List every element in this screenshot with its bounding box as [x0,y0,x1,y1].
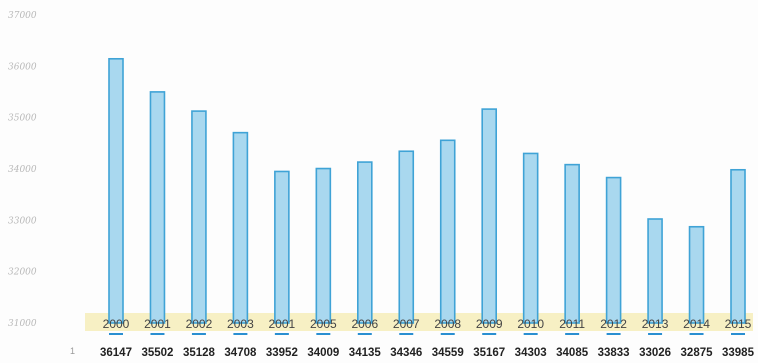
x-tick-label: 2002 [186,317,213,331]
bar [356,161,373,324]
x-tick-label: 2014 [683,317,710,331]
data-label: 33833 [598,347,630,359]
x-tick-label: 2013 [642,317,669,331]
x-tick-label: 2008 [434,317,461,331]
bar [149,91,166,324]
x-tick-label: 2010 [517,317,544,331]
x-tick-label: 2015 [725,317,752,331]
bar [439,139,456,324]
x-tick-label: 2009 [476,317,503,331]
y-axis: 31000 32000 33000 34000 35000 36000 37000 [8,11,37,329]
bar [730,168,746,324]
bar [564,163,580,324]
data-label: 34085 [556,347,589,359]
bars-group [108,57,746,324]
y-tick-label: 31000 [8,319,37,329]
x-tick-label: 2006 [351,317,378,331]
bar [315,167,332,324]
data-label: 35502 [141,347,173,359]
data-label: 34559 [432,347,464,359]
data-label: 34346 [390,347,422,359]
x-tick-label: 2003 [227,317,254,331]
bar [274,170,290,324]
bar [647,218,663,324]
x-tick-label: 2012 [600,317,627,331]
data-label: 33026 [639,347,671,359]
bar [191,110,207,324]
y-tick-label: 33000 [8,216,37,226]
x-tick-label: 2005 [310,317,337,331]
data-label: 34708 [224,347,257,359]
x-tick-label: 2007 [393,317,420,331]
bar [232,131,249,324]
bar [108,57,124,324]
data-label: 35128 [183,347,216,359]
bar [481,108,498,324]
y-tick-label: 37000 [8,11,37,21]
bar [688,225,705,324]
y-tick-label: 35000 [8,114,37,124]
bar [398,150,415,324]
data-label: 36147 [100,347,132,359]
x-tick-label: 2011 [559,317,585,331]
x-axis-labels: 2000 2001 2002 2003 2001 2005 2006 2007 2008 2009… [103,317,752,335]
y-tick-label: 32000 [8,268,37,278]
data-label: 34009 [307,347,339,359]
x-tick-label: 2001 [269,317,296,331]
data-label: 34303 [515,347,547,359]
category-band [85,313,753,331]
bottom-left-mark: 1 [70,346,75,356]
data-label: 33985 [722,347,755,359]
data-label: 34135 [349,347,382,359]
bar [522,152,539,324]
bar [605,176,622,324]
data-label: 32875 [681,347,714,359]
value-labels: 36147 35502 35128 34708 33952 34009 34135 34346… [100,347,755,359]
data-label: 35167 [473,347,505,359]
y-tick-label: 34000 [8,165,37,175]
y-tick-label: 36000 [8,62,37,72]
x-tick-label: 2001 [144,317,171,331]
data-label: 33952 [266,347,298,359]
x-tick-label: 2000 [103,317,130,331]
